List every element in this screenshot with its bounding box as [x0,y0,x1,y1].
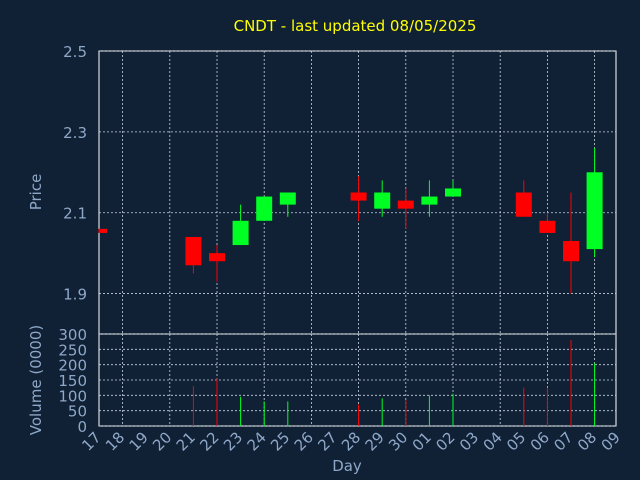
candle-body [99,228,107,233]
volume-y-tick-label: 150 [58,372,87,390]
candle-01 [421,180,438,217]
candles [98,148,603,294]
candle-24 [256,196,273,221]
price-y-ticks: 2.5 2.3 2.1 1.9 [63,43,87,304]
candle-28 [350,176,367,221]
candle-08 [586,148,603,258]
candle-body [232,220,249,246]
volume-axis-label: Volume (0000) [27,325,45,435]
candle-body [374,192,391,209]
volume-y-tick-label: 200 [58,357,87,375]
candle-07 [563,192,579,294]
candle-body [256,196,273,221]
volume-bars [192,340,596,426]
chart-title: CNDT - last updated 08/05/2025 [234,17,477,35]
price-y-tick-label: 1.9 [63,286,87,304]
x-ticks: 1718192021222324252627282930010203040506… [78,428,623,454]
candle-body [445,188,461,197]
candle-17 [98,228,107,233]
candle-body [563,241,579,262]
candle-body [397,200,414,209]
candle-body [421,196,438,205]
candle-23 [232,204,249,246]
price-y-tick-label: 2.3 [63,124,87,142]
volume-y-tick-label: 0 [77,418,87,436]
price-axis-label: Price [27,174,45,211]
volume-y-tick-label: 250 [58,341,87,359]
price-panel: 2.5 2.3 2.1 1.9 Price [27,43,617,335]
candle-06 [539,212,556,233]
candle-body [185,236,202,266]
volume-y-tick-label: 300 [58,326,87,344]
volume-y-tick-label: 100 [58,387,87,405]
price-y-tick-label: 2.1 [63,205,87,223]
candle-05 [515,180,532,217]
candle-25 [279,192,296,217]
candle-body [350,192,367,201]
price-y-tick-label: 2.5 [63,43,87,61]
candle-body [539,220,556,233]
candle-30 [397,188,414,229]
candle-body [515,192,532,217]
candle-body [279,192,296,205]
candle-body [586,172,603,250]
candle-21 [185,236,202,274]
x-axis-label: Day [332,457,362,475]
candle-body [209,253,225,262]
candle-22 [209,245,225,282]
volume-y-tick-label: 50 [68,403,87,421]
candle-29 [374,180,391,217]
candle-02 [445,180,461,197]
